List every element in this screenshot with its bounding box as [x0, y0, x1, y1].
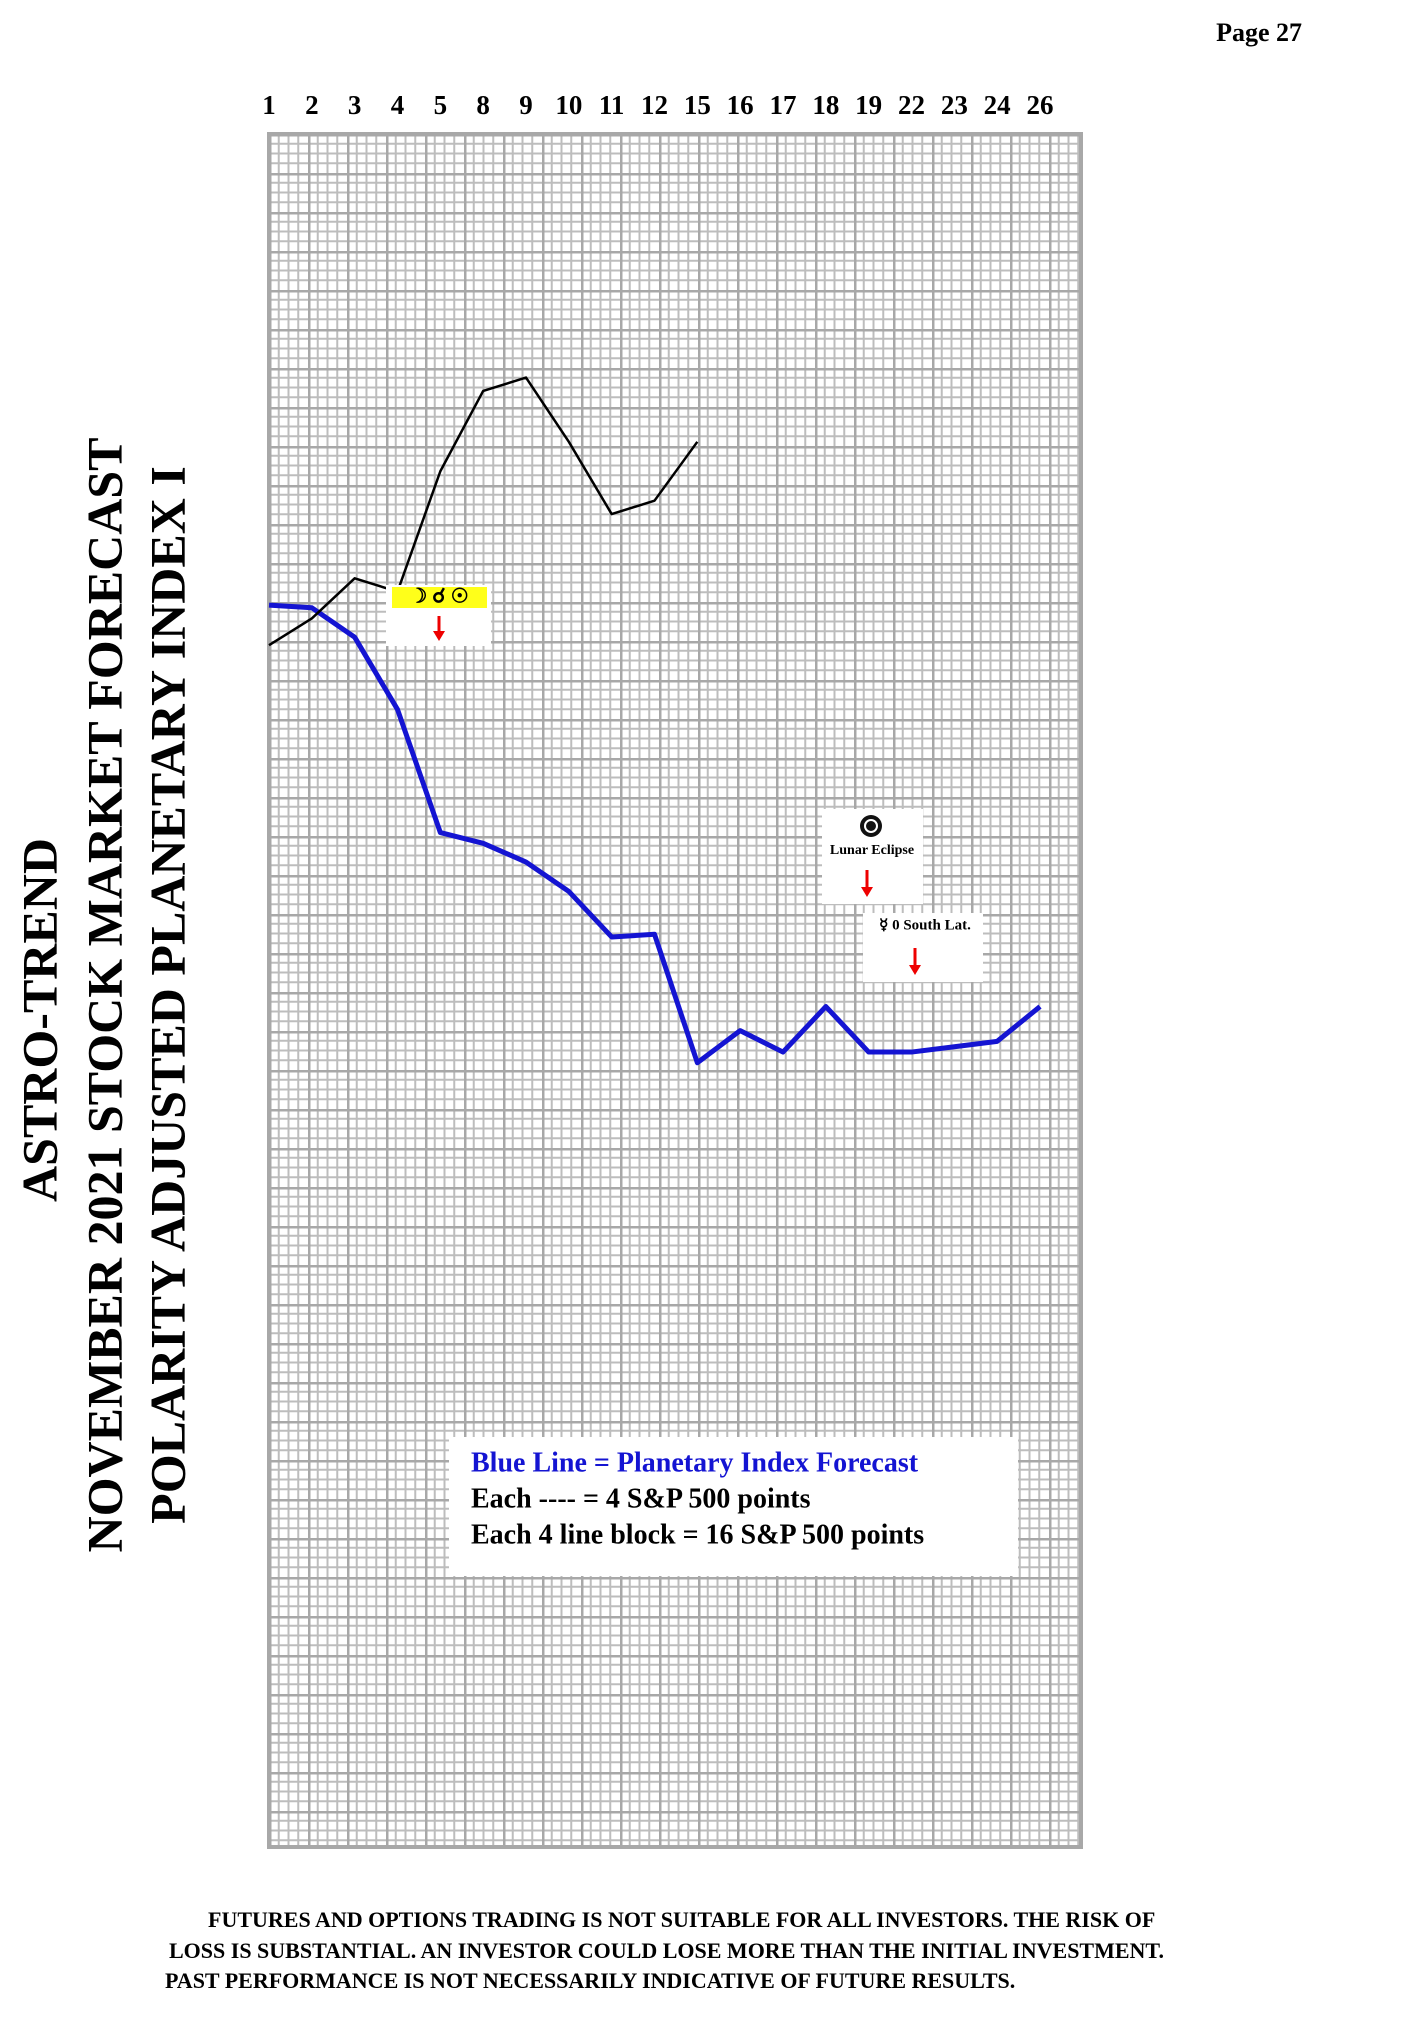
series-line — [268, 602, 1042, 1066]
x-tick-label: 3 — [348, 90, 362, 120]
x-tick-label: 23 — [941, 90, 968, 120]
overlay: ☽ ☌ ☉ Lunar Eclipse ☿ 0 South Lat. Blue … — [386, 585, 1018, 1576]
x-tick-label: 11 — [599, 90, 625, 120]
legend-entry: Blue Line = Planetary Index Forecast — [471, 1447, 919, 1478]
x-tick-label: 8 — [476, 90, 490, 120]
x-tick-label: 2 — [305, 90, 319, 120]
x-tick-label: 26 — [1027, 90, 1054, 120]
x-tick-label: 9 — [519, 90, 533, 120]
annotation: ☿ 0 South Lat. — [879, 917, 971, 933]
title-line: NOVEMBER 2021 STOCK MARKET FORECAST — [76, 438, 132, 1553]
x-tick-label: 24 — [984, 90, 1011, 120]
title-line: POLARITY ADJUSTED PLANETARY INDEX I — [139, 466, 195, 1524]
eclipse-icon — [864, 819, 878, 833]
x-tick-label: 1 — [262, 90, 276, 120]
page-number: Page 27 — [1216, 18, 1302, 47]
title-line: ASTRO-TREND — [11, 838, 67, 1202]
disclaimer: FUTURES AND OPTIONS TRADING IS NOT SUITA… — [208, 1907, 1155, 1932]
annotation: Lunar Eclipse — [830, 843, 914, 858]
annotation: ☽ ☌ ☉ — [409, 586, 468, 608]
eclipse-icon — [860, 815, 882, 837]
series-line — [268, 376, 699, 647]
arrow-head — [861, 887, 873, 897]
x-tick-label: 18 — [812, 90, 839, 120]
x-tick-label: 4 — [391, 90, 405, 120]
x-tick-label: 10 — [555, 90, 582, 120]
legend-note: Each ---- = 4 S&P 500 points — [471, 1483, 811, 1514]
annotation-highlight — [392, 587, 487, 608]
x-tick-label: 17 — [770, 90, 797, 120]
x-tick-label: 15 — [684, 90, 711, 120]
legend-box — [449, 1437, 1018, 1576]
legend-note: Each 4 line block = 16 S&P 500 points — [471, 1519, 924, 1550]
arrow-head — [433, 631, 445, 641]
x-tick-label: 12 — [641, 90, 668, 120]
x-tick-label: 5 — [434, 90, 448, 120]
x-tick-label: 16 — [727, 90, 754, 120]
arrow-head — [909, 965, 921, 975]
annotation-box — [863, 913, 983, 982]
x-tick-label: 22 — [898, 90, 925, 120]
x-tick-label: 19 — [855, 90, 882, 120]
disclaimer: LOSS IS SUBSTANTIAL. AN INVESTOR COULD L… — [169, 1938, 1164, 1963]
disclaimer: PAST PERFORMANCE IS NOT NECESSARILY INDI… — [165, 1968, 1015, 1993]
